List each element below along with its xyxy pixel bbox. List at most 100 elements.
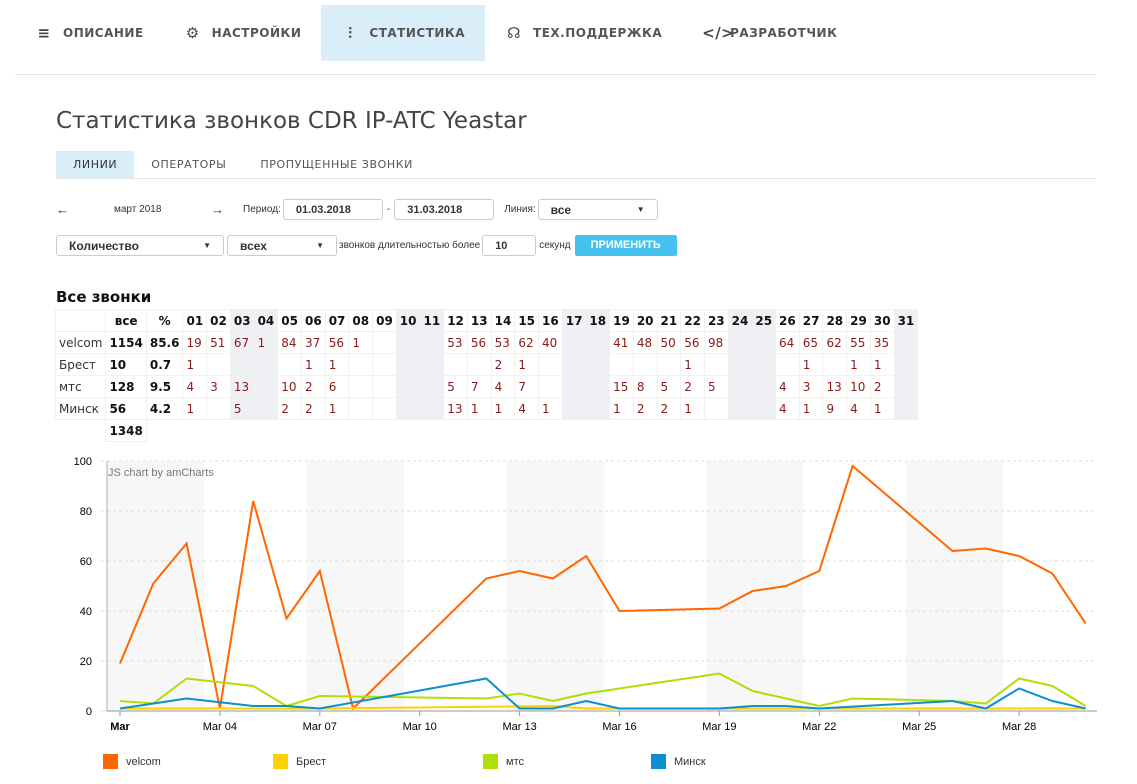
day-value: 84 (277, 331, 302, 354)
nav-tab-0[interactable]: ≡ ОПИСАНИЕ (15, 5, 164, 61)
nav-tab-4[interactable]: </> РАЗРАБОТЧИК (682, 5, 857, 61)
header-day: 30 (869, 309, 895, 332)
day-value (206, 397, 231, 420)
x-tick-label: Mar 10 (403, 721, 437, 733)
header-day: 24 (727, 309, 753, 332)
day-value: 2 (656, 397, 682, 420)
month-label: март 2018 (114, 204, 162, 215)
header-day: 29 (846, 309, 871, 332)
header-day: 18 (585, 309, 611, 332)
day-value: 4 (846, 397, 871, 420)
row-pct: 4.2 (145, 397, 184, 420)
dropdown-arrow-icon: ▼ (636, 205, 645, 214)
date-to-input[interactable]: 31.03.2018 (394, 199, 495, 220)
x-tick-label: Mar 25 (902, 721, 936, 733)
day-value: 2 (490, 353, 516, 376)
legend-item[interactable]: Минск (651, 754, 706, 769)
day-value: 1 (182, 397, 208, 420)
line-select-value: все (550, 202, 572, 217)
header-day: 22 (680, 309, 705, 332)
x-tick-label: Mar 19 (702, 721, 736, 733)
next-month-arrow[interactable]: → (211, 202, 224, 217)
headset-icon: ☊ (507, 24, 521, 42)
table-row: velcom 1154 85.6 19 51 67 1 84 37 56 1 53 56 53 62 40 41… (54, 331, 919, 354)
subtabs: ЛИНИИ ОПЕРАТОРЫ ПРОПУЩЕННЫЕ ЗВОНКИ (56, 151, 1096, 179)
chart-band (107, 461, 204, 711)
nav-tab-label: НАСТРОЙКИ (211, 26, 302, 40)
line-select[interactable]: все ▼ (537, 199, 658, 220)
series-line-velcom (119, 464, 1087, 711)
table-row: Минск 56 4.2 1 5 2 2 1 13 1 1 4 1 1 2 2 1 4 1 9 4 1 (54, 397, 919, 420)
legend-swatch (651, 754, 666, 769)
x-tick-label: Mar (110, 721, 130, 733)
subtab-1[interactable]: ОПЕРАТОРЫ (151, 158, 227, 171)
day-value: 53 (490, 331, 516, 354)
table-row: Брест 10 0.7 1 1 1 2 1 1 1 1 1 (54, 353, 919, 376)
day-value: 4 (514, 397, 540, 420)
nav-tab-2[interactable]: ⫶ СТАТИСТИКА (321, 5, 486, 61)
legend-item[interactable]: Брест (273, 754, 326, 769)
header-day: 25 (751, 309, 777, 332)
date-from-input[interactable]: 01.03.2018 (282, 199, 383, 220)
row-name: velcom (54, 331, 107, 354)
nav-tab-1[interactable]: ⚙ НАСТРОЙКИ (164, 5, 322, 61)
day-value (727, 397, 753, 420)
subtab-2[interactable]: ПРОПУЩЕННЫЕ ЗВОНКИ (260, 158, 413, 171)
day-value: 5 (229, 397, 255, 420)
row-name: Минск (54, 397, 107, 420)
row-pct: 85.6 (145, 331, 184, 354)
legend-item[interactable]: мтс (483, 754, 524, 769)
header-day: 09 (372, 309, 397, 332)
day-value (561, 375, 587, 398)
series-line-Брест (120, 704, 1086, 710)
legend-swatch (103, 754, 118, 769)
day-value (585, 397, 611, 420)
day-value: 1 (798, 397, 824, 420)
page-title: Статистика звонков CDR IP-ATC Yeastar (56, 108, 527, 134)
dropdown-arrow-icon: ▼ (316, 241, 324, 250)
day-value: 50 (656, 331, 682, 354)
metric-select[interactable]: Количество ▼ (56, 235, 224, 256)
legend-item[interactable]: velcom (103, 754, 161, 769)
nav-tab-3[interactable]: ☊ ТЕХ.ПОДДЕРЖКА (485, 5, 682, 61)
day-value: 51 (206, 331, 231, 354)
bar-chart-icon: ⫶ (348, 24, 353, 42)
calls-select[interactable]: всех ▼ (227, 235, 337, 256)
header-day: 23 (703, 309, 729, 332)
day-value (893, 375, 919, 398)
apply-button[interactable]: ПРИМЕНИТЬ (574, 235, 677, 256)
x-tick-label: Mar 07 (303, 721, 337, 733)
day-value (751, 397, 777, 420)
nav-tab-label: ТЕХ.ПОДДЕРЖКА (533, 26, 663, 40)
table-row: мтс 128 9.5 4 3 13 10 2 6 5 7 4 7 15 8 5 2 5 4 3 13 10 2 (54, 375, 919, 398)
day-value (395, 397, 421, 420)
header-day: 31 (893, 309, 919, 332)
day-value: 1 (869, 397, 895, 420)
day-value: 1 (253, 331, 279, 354)
legend-label: Минск (674, 755, 706, 768)
prev-month-arrow[interactable]: ← (56, 202, 69, 217)
y-tick-label: 60 (80, 556, 92, 568)
day-value (419, 353, 445, 376)
day-value (893, 353, 919, 376)
duration-input[interactable]: 10 (482, 235, 537, 256)
subtab-0[interactable]: ЛИНИИ (56, 151, 135, 178)
gear-icon: ⚙ (185, 24, 200, 42)
header-day: 04 (253, 309, 279, 332)
legend-label: мтс (506, 755, 524, 768)
day-value (561, 331, 587, 354)
row-name: Брест (54, 353, 107, 376)
day-value: 9 (822, 397, 848, 420)
day-value (585, 331, 611, 354)
metric-select-value: Количество (69, 238, 139, 253)
x-tick-label: Mar 16 (602, 721, 636, 733)
row-total: 128 (105, 375, 147, 398)
row-total: 1154 (105, 331, 147, 354)
day-value: 4 (775, 397, 800, 420)
day-value: 10 (846, 375, 871, 398)
stats-table: все% 01 02 03 04 05 06 07 08 09 10 11 12 13 14 15 16 17 18… (54, 309, 919, 442)
day-value: 62 (822, 331, 848, 354)
day-value: 56 (324, 331, 350, 354)
header-day: 05 (277, 309, 302, 332)
